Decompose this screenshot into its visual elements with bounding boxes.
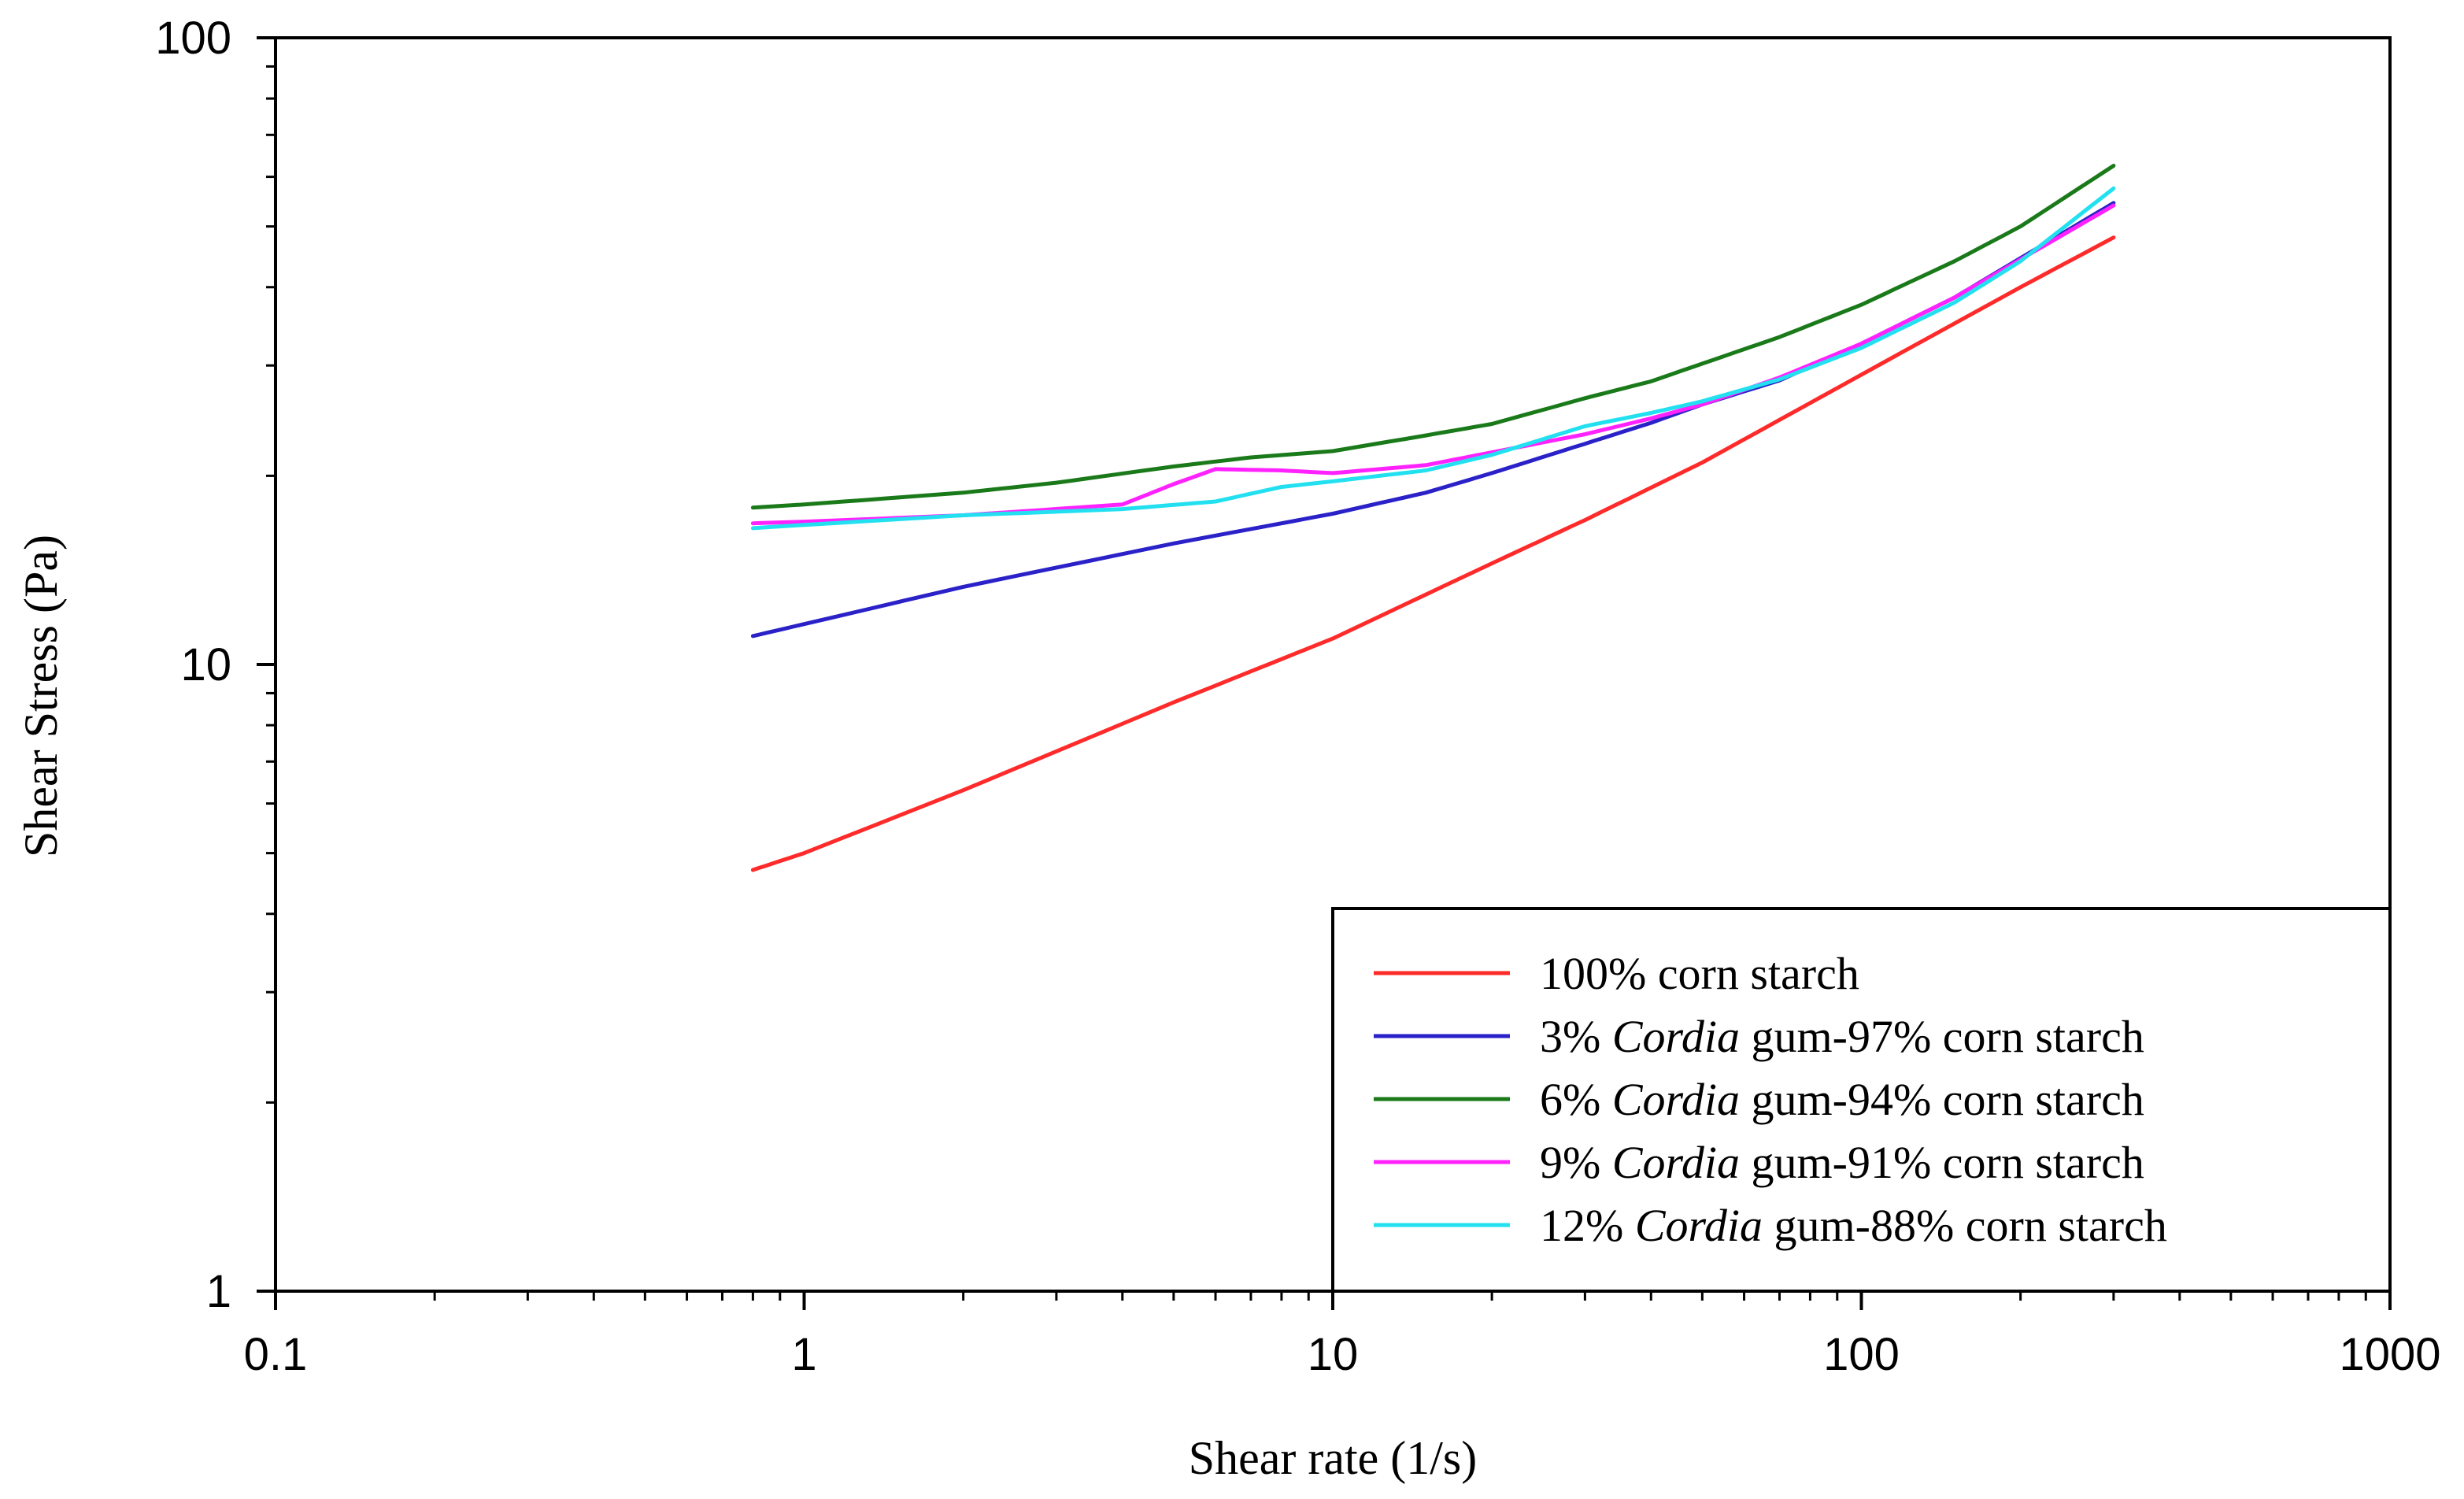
x-axis-ticks: 0.1 1 10 100 1000 xyxy=(244,1291,2441,1380)
x-tick-label: 10 xyxy=(1308,1329,1359,1380)
legend-label: 9% Cordia gum-91% corn starch xyxy=(1540,1137,2144,1188)
legend: 100% corn starch 3% Cordia gum-97% corn s… xyxy=(1331,907,2392,1293)
series-line-4 xyxy=(750,203,2116,526)
series-line-3 xyxy=(750,164,2116,510)
y-axis-ticks: 1 10 100 xyxy=(155,13,276,1317)
y-tick-label: 100 xyxy=(155,13,231,64)
x-tick-label: 0.1 xyxy=(244,1329,308,1380)
series-line-1 xyxy=(750,235,2116,872)
legend-item: 3% Cordia gum-97% corn starch xyxy=(1374,1011,2144,1062)
legend-item: 100% corn starch xyxy=(1374,948,1859,999)
x-tick-label: 1 xyxy=(791,1329,816,1380)
series-line-2 xyxy=(750,201,2116,638)
series-layer xyxy=(750,164,2116,872)
x-axis-title: Shear rate (1/s) xyxy=(1189,1432,1478,1484)
legend-item: 6% Cordia gum-94% corn starch xyxy=(1374,1074,2144,1125)
x-tick-label: 1000 xyxy=(2339,1329,2440,1380)
legend-item: 12% Cordia gum-88% corn starch xyxy=(1374,1200,2167,1251)
y-tick-label: 1 xyxy=(206,1266,231,1317)
x-tick-label: 100 xyxy=(1823,1329,1900,1380)
legend-item: 9% Cordia gum-91% corn starch xyxy=(1374,1137,2144,1188)
y-axis-title: Shear Stress (Pa) xyxy=(15,535,67,857)
legend-label: 6% Cordia gum-94% corn starch xyxy=(1540,1074,2144,1125)
legend-label: 3% Cordia gum-97% corn starch xyxy=(1540,1011,2144,1062)
legend-label: 100% corn starch xyxy=(1540,948,1859,999)
legend-label: 12% Cordia gum-88% corn starch xyxy=(1540,1200,2167,1251)
series-line-5 xyxy=(750,186,2116,531)
y-tick-label: 10 xyxy=(180,639,231,690)
